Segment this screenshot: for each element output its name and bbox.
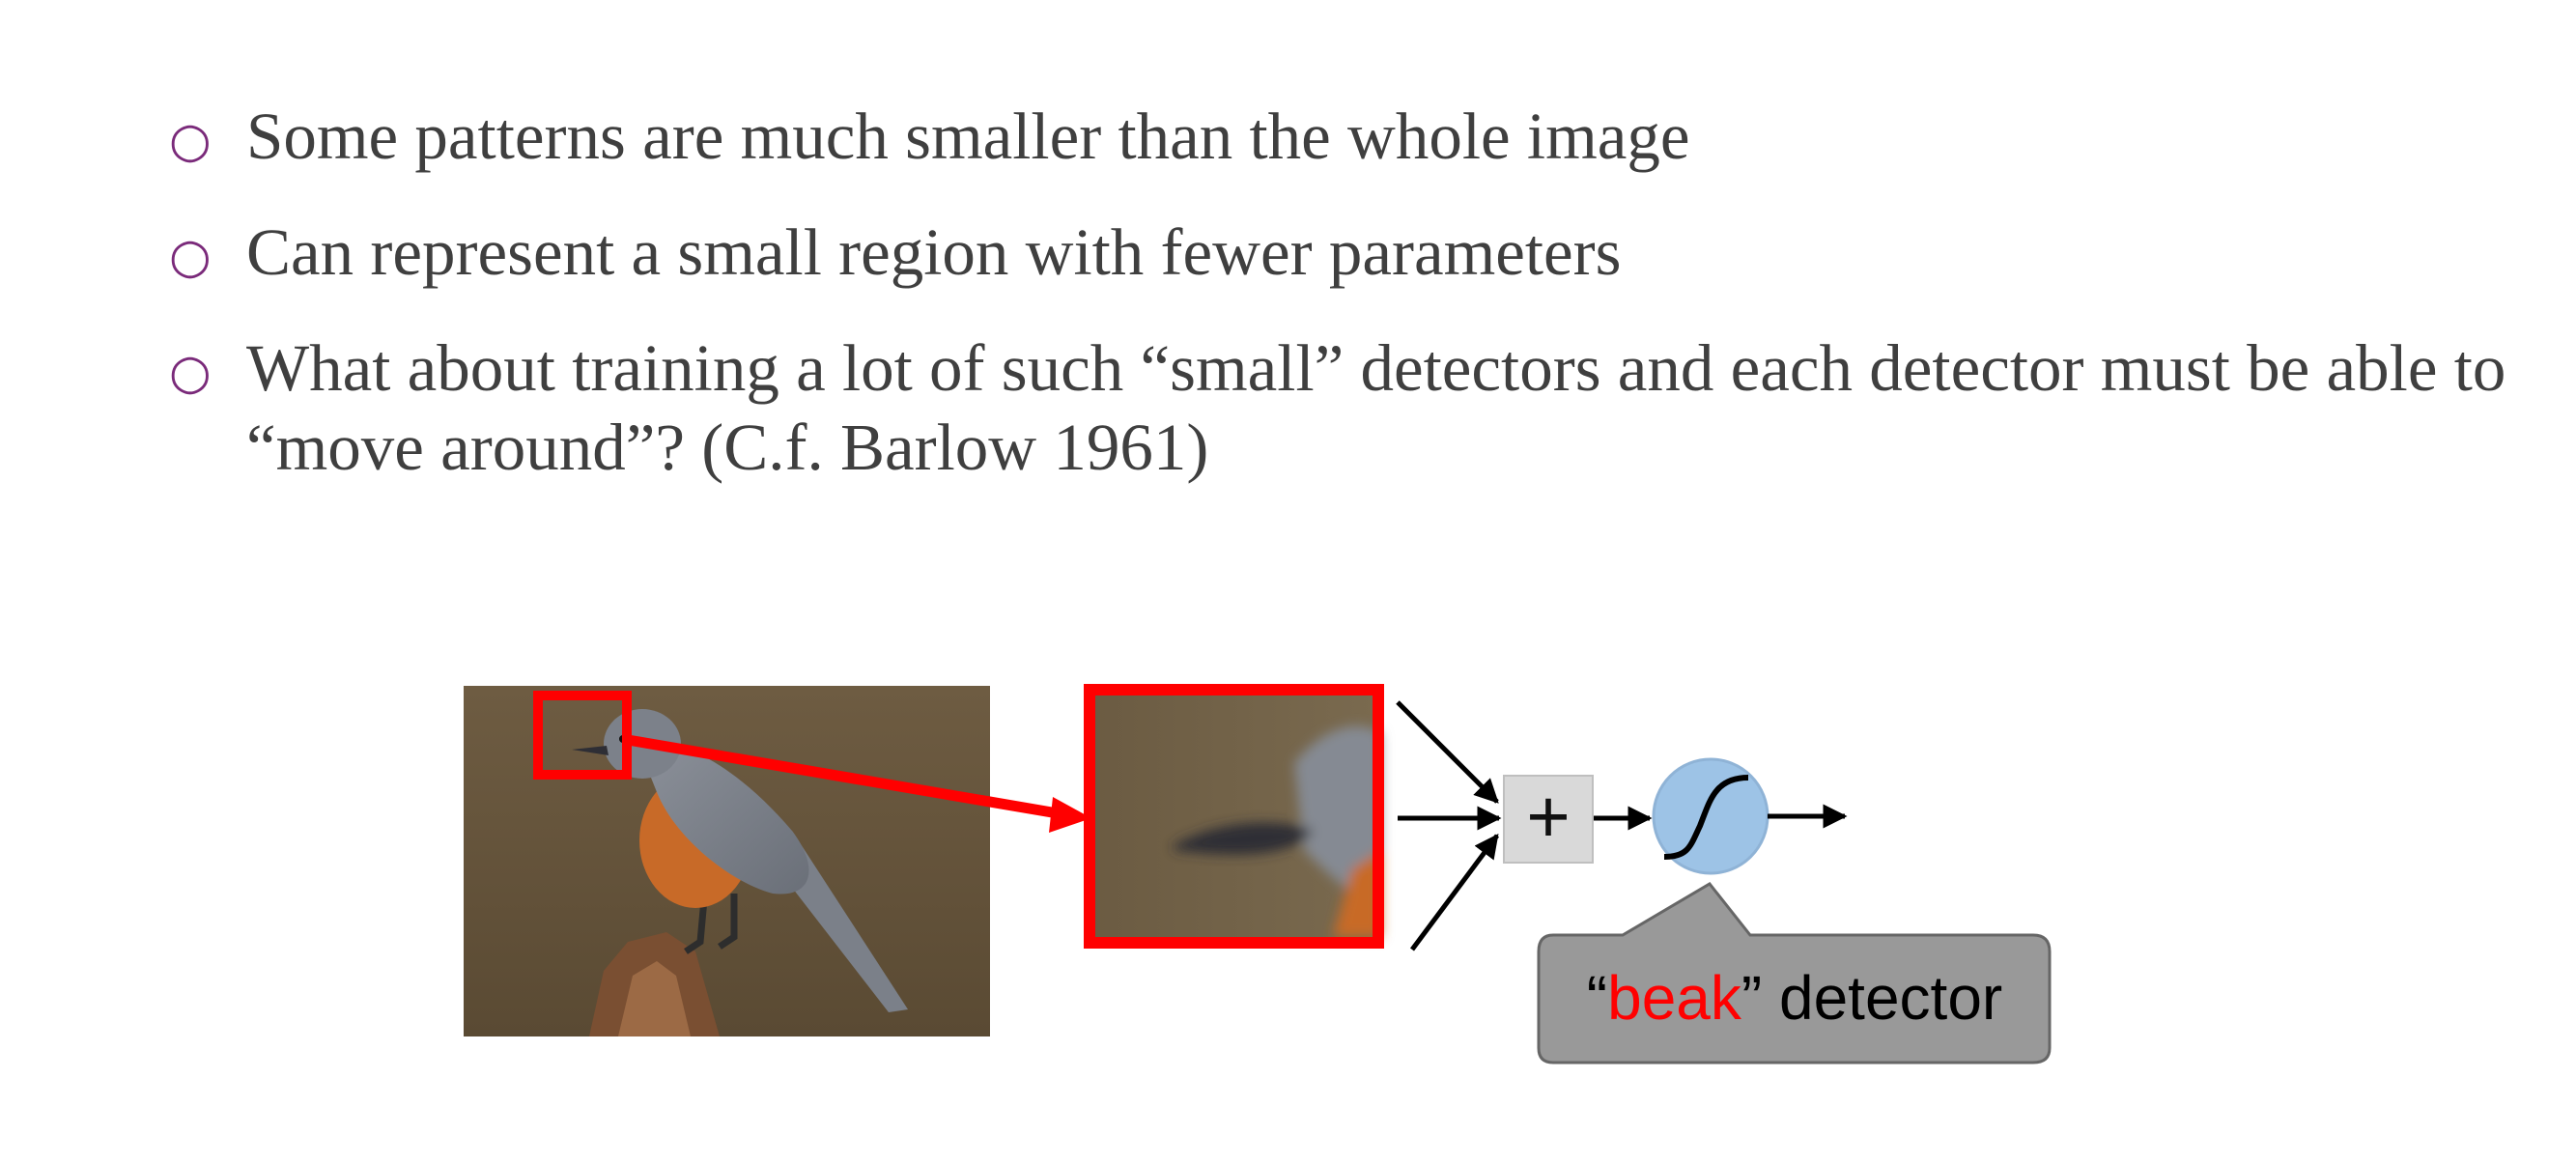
detector-callout-label: “beak” detector <box>1587 963 2002 1033</box>
input-arrow-bottom <box>1409 833 1500 951</box>
circle-bullet-icon: ○ <box>169 228 212 284</box>
beak-selection-box <box>533 691 632 780</box>
plus-icon: + <box>1526 774 1571 859</box>
circle-bullet-icon: ○ <box>169 112 212 168</box>
sum-node <box>1503 775 1594 864</box>
zoomed-beak-patch <box>1084 684 1384 949</box>
zoom-arrow <box>627 734 1059 819</box>
bullet-item: ○ Can represent a small region with fewe… <box>169 213 2526 292</box>
bullet-text: What about training a lot of such “small… <box>246 331 2506 484</box>
bullet-text: Some patterns are much smaller than the … <box>246 99 1690 173</box>
bullet-text: Can represent a small region with fewer … <box>246 215 1622 289</box>
detector-callout <box>1537 882 2052 1065</box>
input-arrow-top <box>1396 700 1499 804</box>
bullet-item: ○ What about training a lot of such “sma… <box>169 328 2526 487</box>
callout-open-quote: “ <box>1587 963 1607 1033</box>
callout-suffix: detector <box>1762 963 2002 1033</box>
bullet-item: ○ Some patterns are much smaller than th… <box>169 97 2526 176</box>
bird-photo <box>464 686 990 1036</box>
bullet-list: ○ Some patterns are much smaller than th… <box>169 97 2526 524</box>
zoom-arrowhead <box>1049 797 1091 833</box>
circle-bullet-icon: ○ <box>169 344 212 400</box>
callout-keyword: beak <box>1607 963 1742 1033</box>
callout-close-quote: ” <box>1741 963 1762 1033</box>
sigmoid-curve-icon <box>1663 775 1749 860</box>
